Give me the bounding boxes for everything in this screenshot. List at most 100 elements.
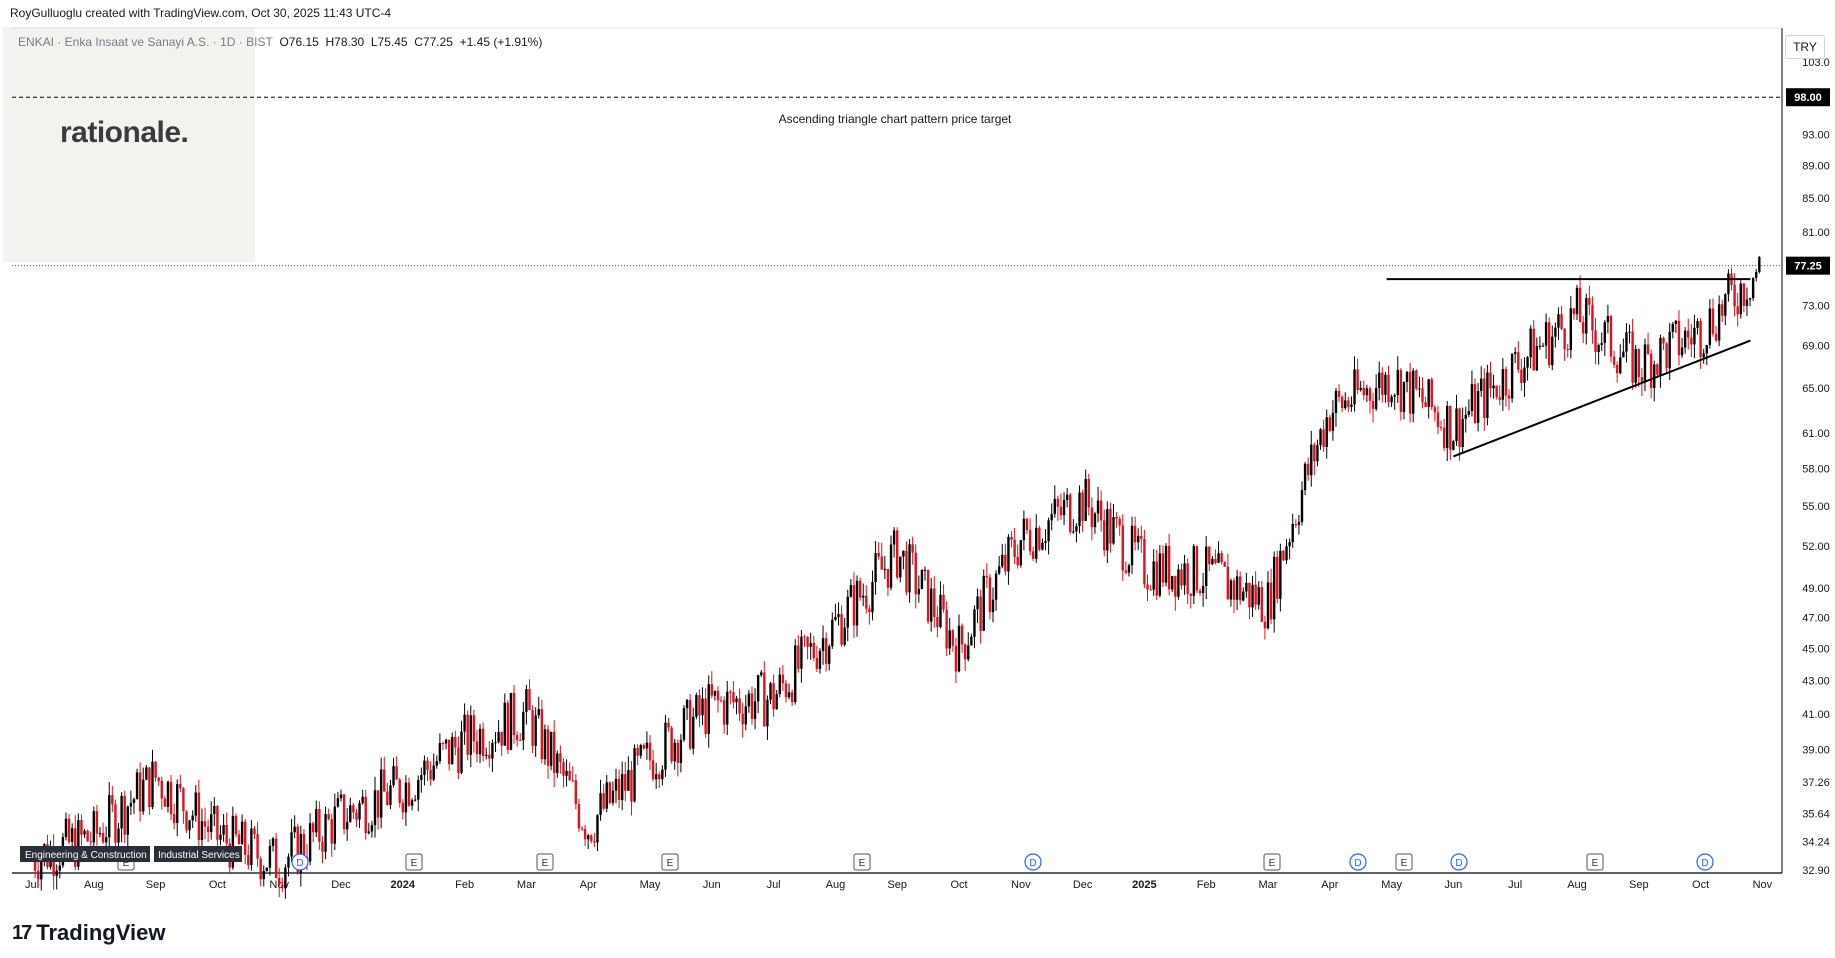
- candle-body: [985, 575, 989, 578]
- candle-body: [549, 731, 553, 766]
- x-tick-label: Jul: [1508, 879, 1522, 891]
- candle-body: [1069, 494, 1072, 532]
- candle-body: [1687, 330, 1690, 338]
- candle-body: [1424, 402, 1427, 407]
- candle-body: [753, 701, 757, 719]
- candle-body: [960, 625, 964, 645]
- candle-body: [982, 575, 985, 631]
- candle-body: [432, 765, 435, 780]
- candle-body: [172, 814, 176, 823]
- candle-body: [846, 596, 849, 628]
- candle-body: [1439, 427, 1443, 429]
- candle-body: [803, 636, 806, 638]
- candle-body: [1285, 546, 1288, 561]
- candle-body: [1526, 357, 1529, 368]
- candle-body: [543, 729, 547, 760]
- candle-body: [1365, 388, 1369, 396]
- candle-body: [688, 700, 692, 749]
- candle-body: [1041, 542, 1044, 550]
- x-tick-label: Aug: [84, 879, 104, 891]
- industry-tag: Industrial Services: [158, 850, 240, 861]
- candle-body: [994, 573, 998, 600]
- candle-body: [1232, 580, 1236, 600]
- candle-body: [1146, 584, 1149, 590]
- x-tick-label: Oct: [209, 879, 226, 891]
- candle-body: [877, 552, 880, 557]
- candle-body: [1436, 412, 1440, 428]
- candle-body: [364, 796, 367, 834]
- candle-body: [806, 637, 809, 647]
- candle-body: [787, 692, 791, 698]
- candle-body: [1717, 304, 1721, 341]
- candle-body: [1501, 369, 1505, 400]
- candle-body: [682, 708, 686, 740]
- candle-body: [760, 672, 763, 676]
- candle-body: [1164, 545, 1168, 583]
- candle-body: [206, 826, 210, 832]
- candle-body: [1649, 353, 1653, 388]
- candle-body: [1310, 444, 1313, 476]
- candle-body: [580, 828, 584, 830]
- candle-body: [1412, 370, 1415, 414]
- event-marker-label: D: [1354, 858, 1361, 869]
- candle-body: [1708, 308, 1712, 346]
- candle-body: [355, 812, 358, 820]
- candle-body: [1421, 388, 1424, 403]
- candle-body: [1297, 521, 1301, 526]
- candle-body: [506, 702, 510, 750]
- x-tick-label: Jun: [1445, 879, 1463, 891]
- candle-body: [593, 841, 596, 843]
- candle-body: [540, 709, 544, 760]
- tradingview-brand[interactable]: 17 TradingView: [12, 920, 165, 946]
- candle-body: [741, 713, 744, 725]
- y-tick-label: 61.00: [1802, 428, 1830, 440]
- candle-body: [1742, 283, 1746, 306]
- candle-body: [398, 779, 401, 803]
- candle-body: [1140, 535, 1143, 539]
- price-change: +1.45 (+1.91%): [459, 35, 543, 49]
- dividend-marker: [1349, 853, 1367, 871]
- candle-body: [302, 834, 306, 858]
- candle-body: [1062, 500, 1066, 516]
- candle-body: [784, 683, 788, 698]
- candle-body: [1643, 344, 1647, 382]
- candle-body: [466, 714, 469, 755]
- candle-body: [1408, 371, 1412, 414]
- candle-body: [1557, 314, 1560, 328]
- candle-body: [1208, 546, 1211, 565]
- candle-body: [1322, 429, 1325, 448]
- candle-body: [451, 736, 454, 765]
- candle-body: [1578, 287, 1582, 323]
- candle-body: [970, 636, 973, 646]
- candle-body: [871, 582, 874, 613]
- candle-body: [1368, 388, 1372, 401]
- candle-body: [1646, 344, 1650, 354]
- y-tick-label: 85.00: [1802, 193, 1830, 205]
- candle-body: [342, 794, 346, 830]
- x-tick-label: Mar: [1259, 879, 1278, 891]
- candle-body: [664, 722, 667, 770]
- candle-body: [318, 809, 321, 842]
- candle-body: [185, 811, 188, 831]
- y-tick-label: 58.00: [1802, 464, 1830, 476]
- candle-body: [670, 727, 673, 762]
- candle-body: [667, 722, 670, 728]
- candle-body: [945, 609, 948, 649]
- candle-body: [225, 824, 228, 844]
- candle-body: [129, 802, 133, 807]
- candle-body: [1714, 333, 1718, 341]
- candle-body: [1507, 395, 1511, 399]
- candle-body: [420, 774, 423, 780]
- currency-selector[interactable]: TRY: [1785, 35, 1825, 59]
- candle-body: [1096, 500, 1100, 514]
- candle-body: [568, 770, 571, 781]
- candle-body: [917, 588, 921, 595]
- candle-body: [444, 739, 448, 744]
- candle-body: [818, 650, 822, 669]
- candle-body: [763, 672, 766, 727]
- candle-body: [188, 820, 191, 831]
- candle-body: [503, 702, 506, 746]
- candle-body: [892, 530, 896, 545]
- candle-body: [435, 761, 438, 766]
